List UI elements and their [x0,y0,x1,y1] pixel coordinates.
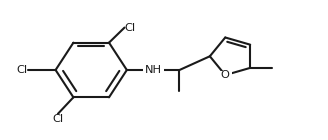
FancyBboxPatch shape [143,66,164,74]
FancyBboxPatch shape [219,71,232,79]
Text: NH: NH [145,65,162,75]
Text: Cl: Cl [52,114,64,124]
Text: Cl: Cl [125,23,136,33]
Text: O: O [221,70,230,80]
Text: Cl: Cl [17,65,28,75]
